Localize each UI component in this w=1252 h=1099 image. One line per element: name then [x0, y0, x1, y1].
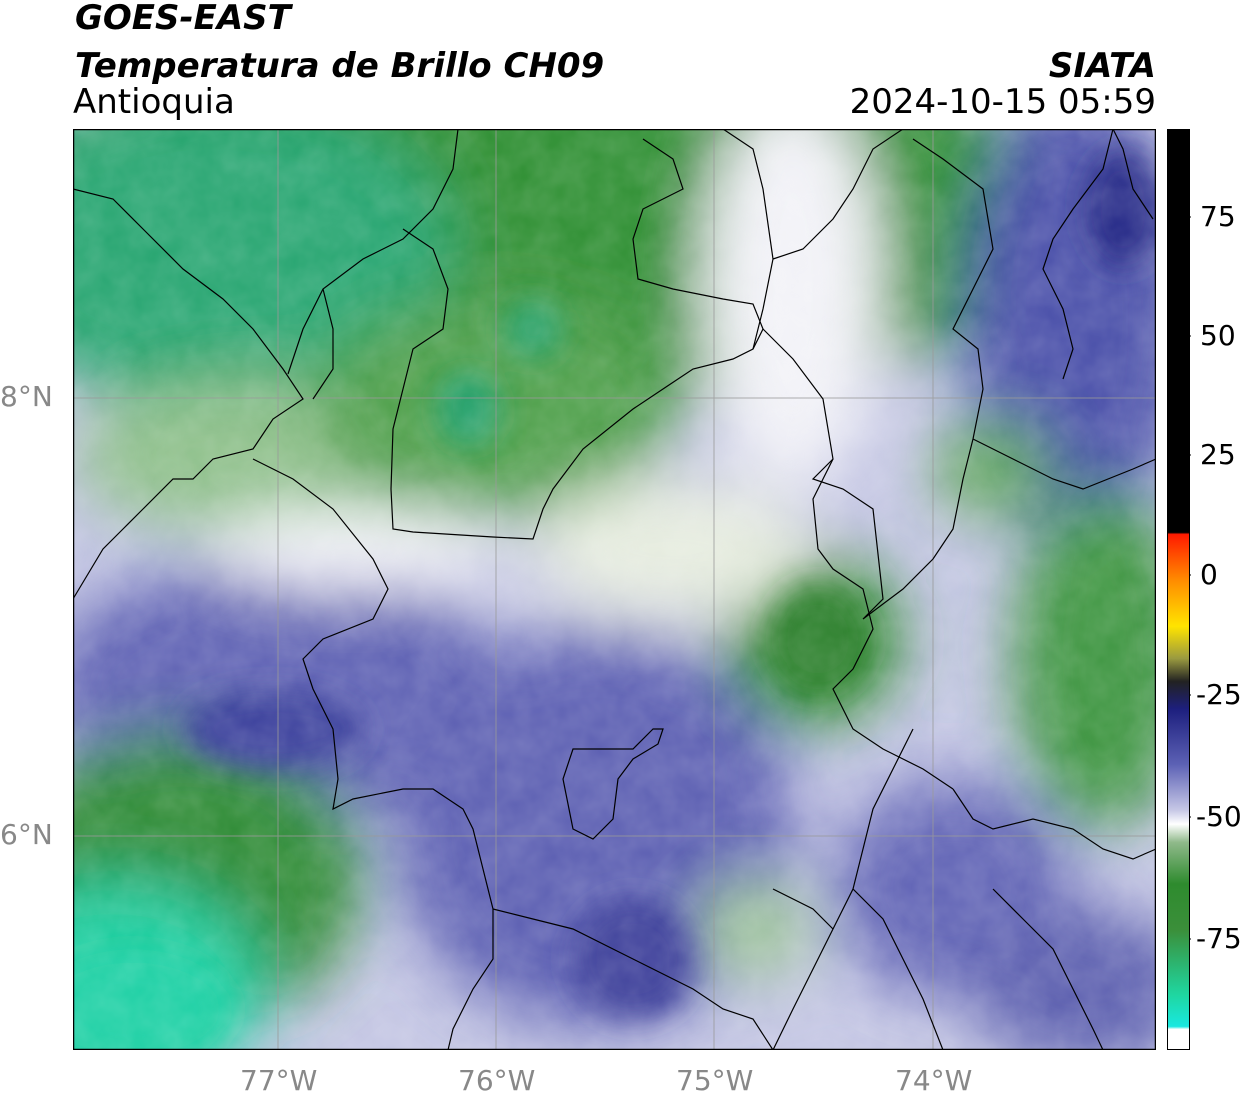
lat-label-8n: 8°N [0, 380, 53, 413]
colorbar-tick-minus25: -25 [1196, 678, 1242, 711]
boundaries [73, 129, 1156, 1050]
timestamp-label: 2024-10-15 05:59 [849, 82, 1156, 122]
title-satellite: GOES-EAST [75, 0, 291, 38]
lat-label-6n: 6°N [0, 818, 53, 851]
gridlines [73, 129, 1156, 1050]
lon-label-76w: 76°W [458, 1064, 536, 1097]
lon-label-75w: 75°W [676, 1064, 754, 1097]
colorbar [1167, 129, 1191, 1050]
colorbar-tick-minus75: -75 [1196, 922, 1242, 955]
texture-overlay [73, 129, 1156, 1050]
lon-label-74w: 74°W [895, 1064, 973, 1097]
satellite-map [73, 129, 1156, 1050]
title-region: Antioquia [73, 82, 235, 122]
colorbar-tick-25: 25 [1200, 438, 1236, 471]
colorbar-tick-minus50: -50 [1196, 800, 1242, 833]
agency-label: SIATA [1048, 46, 1156, 86]
title-product: Temperatura de Brillo CH09 [75, 46, 605, 86]
colorbar-tick-0: 0 [1200, 558, 1218, 591]
colorbar-tick-50: 50 [1200, 319, 1236, 352]
lon-label-77w: 77°W [240, 1064, 318, 1097]
colorbar-tick-75: 75 [1200, 200, 1236, 233]
map-frame [73, 129, 1156, 1050]
